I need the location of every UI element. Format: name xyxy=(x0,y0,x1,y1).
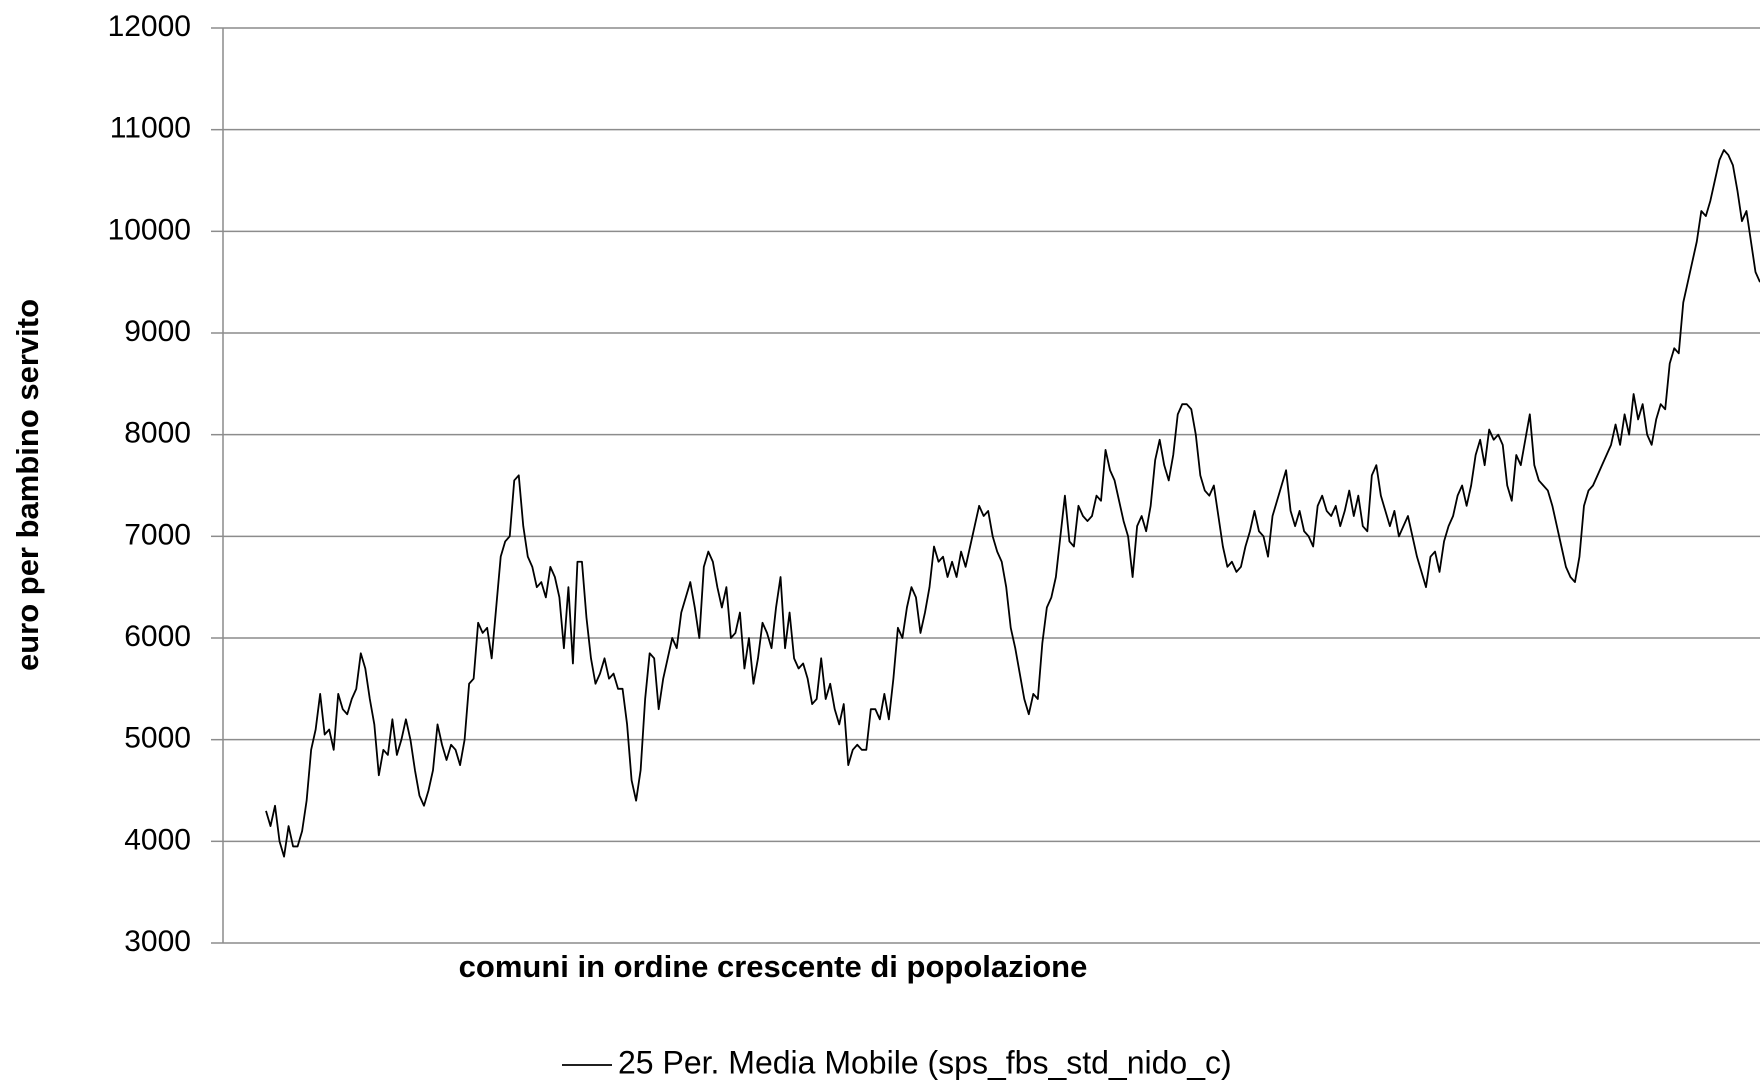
y-tick-label: 6000 xyxy=(124,620,191,653)
y-tick-label: 4000 xyxy=(124,823,191,856)
data-line xyxy=(265,149,1760,858)
y-tick-label: 9000 xyxy=(124,315,191,348)
y-tick-label: 12000 xyxy=(108,10,191,43)
y-tick-label: 10000 xyxy=(108,213,191,246)
y-tick-label: 3000 xyxy=(124,925,191,958)
legend-label: 25 Per. Media Mobile (sps_fbs_std_nido_c… xyxy=(618,1044,1232,1080)
x-axis-title: comuni in ordine crescente di popolazion… xyxy=(459,949,1088,984)
y-tick-label: 8000 xyxy=(124,417,191,450)
y-tick-label: 5000 xyxy=(124,722,191,755)
y-axis-title: euro per bambino servito xyxy=(10,299,45,671)
y-tick-label: 7000 xyxy=(124,518,191,551)
y-tick-label: 11000 xyxy=(110,112,191,145)
